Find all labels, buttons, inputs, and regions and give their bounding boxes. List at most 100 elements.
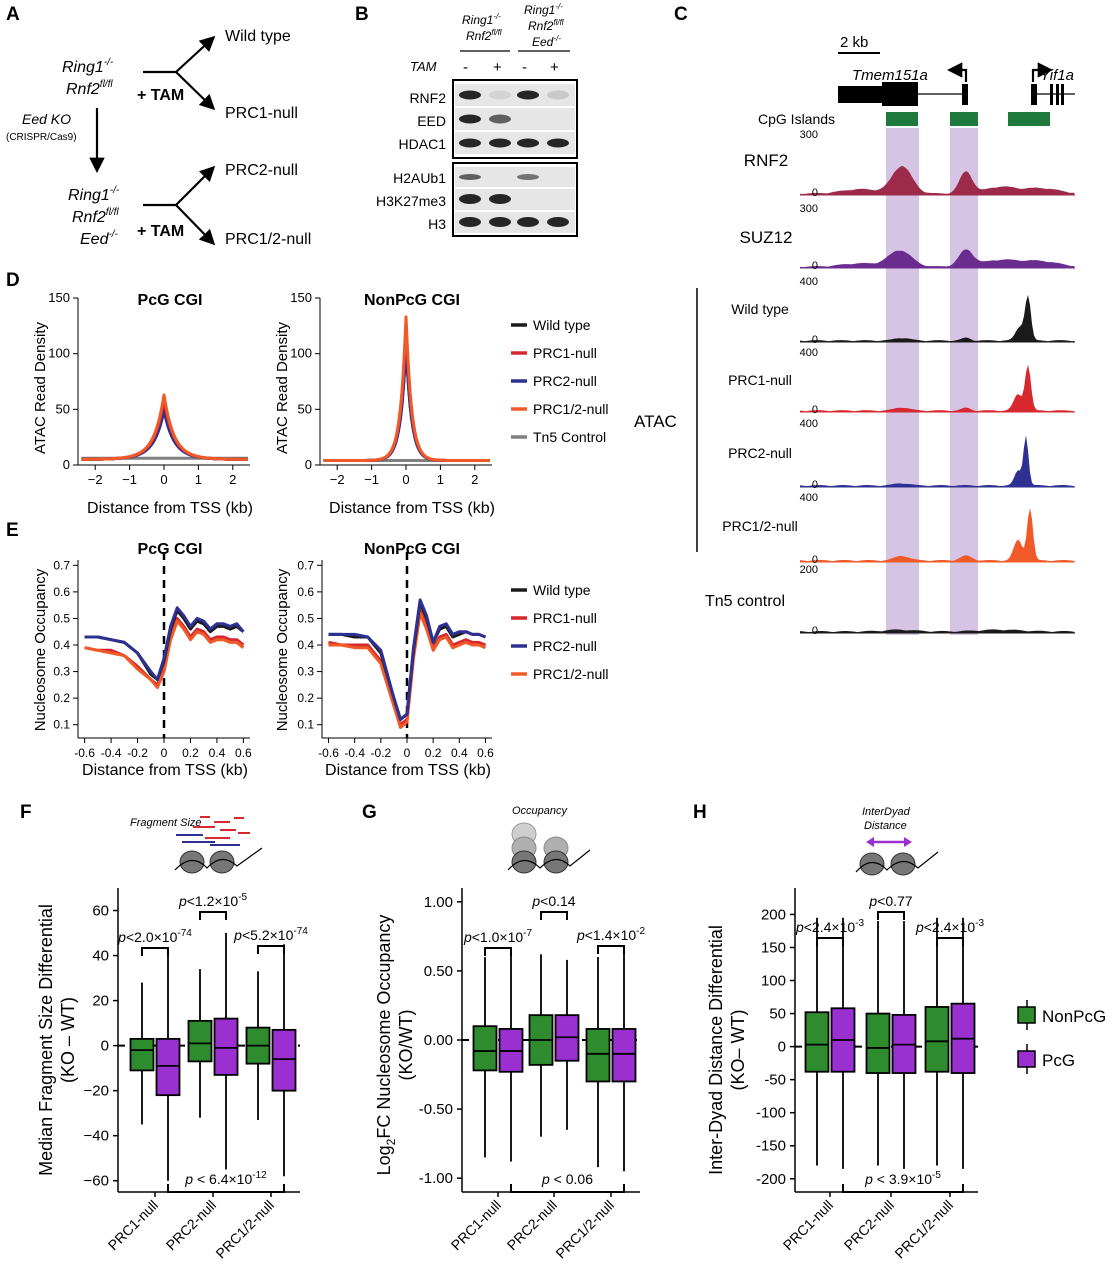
signal-track [800,435,1075,487]
track-name: SUZ12 [740,228,793,247]
genotype-rnf2: Rnf2fl/fl [66,79,113,98]
significance-bracket [257,945,285,954]
box-plot-g: -1.00 -0.50 0.00 0.50 1.00 PRC1-null p<1.0×10-… [419,888,645,1261]
y-tick-label: 0.4 [297,638,314,652]
y-tick-label: 40 [92,948,109,965]
p-value-label: p < 3.9×10-5 [864,1170,941,1187]
track-name: Wild type [731,301,789,317]
d-xlabel-left: Distance from TSS (kb) [87,500,253,517]
x-tick-label: PRC1-null [105,1197,161,1253]
y-tick-label: 1.00 [424,894,453,911]
lane-4: + [550,59,559,76]
blot-label-rnf2: RNF2 [409,90,446,106]
prc12-null-label: PRC1/2-null [225,231,311,248]
blot-strip [455,167,575,187]
box [865,1012,891,1074]
x-tick-label: −2 [88,472,103,487]
x-tick-label: -0.2 [371,746,392,760]
b-group2-line2: Rnf2fl/fl [528,18,564,33]
track-min-label: 0 [812,479,818,491]
box [472,1025,498,1072]
box [585,1028,611,1083]
y-tick-label: 0 [305,457,312,472]
box [155,1037,181,1097]
y-tick-label: 0.2 [53,691,70,705]
y-tick-label: 0.3 [297,665,314,679]
significance-bracket [141,947,169,956]
x-tick-label: 0 [402,472,409,487]
box [611,1028,637,1083]
legend-swatch-nonpcg [1017,1006,1036,1024]
d-ylabel-left: ATAC Read Density [32,322,49,454]
cpg-island [950,112,978,126]
cpg-islands-label: CpG Islands [758,111,835,127]
significance-bracket [816,937,844,946]
b-group1-line2: Rnf2fl/fl [466,28,502,43]
d-title-left: PcG CGI [138,292,203,309]
cpg-island [886,112,918,126]
y-tick-label: 0.5 [297,611,314,625]
panel-d: D PcG CGI NonPcG CGI ATAC Read Density A… [6,270,608,517]
blot-band [489,114,511,124]
tam-header: TAM [410,59,437,74]
y-tick-label: 0.1 [53,718,70,732]
legend-label: PRC1-null [533,610,597,626]
x-tick-label: -0.6 [74,746,95,760]
genotype-ring1: Ring1-/- [62,57,114,76]
legend-label: PRC2-null [533,373,597,389]
y-tick-label: −40 [84,1128,109,1145]
legend-label: PRC1-null [533,345,597,361]
track-max-label: 400 [800,418,818,430]
panel-label-h: H [693,802,707,823]
box-plot-f: −60 −40 −20 0 20 40 60 PRC1-null p<2.0×10-74 PRC2… [84,888,308,1261]
blot-strip [455,108,575,130]
p-value-label: p<2.4×10-3 [915,918,985,935]
box-legend: NonPcG PcG [1017,1000,1106,1074]
p-value-label: p < 0.06 [541,1171,593,1187]
d-ylabel-right: ATAC Read Density [274,322,291,454]
x-tick-label: 1 [437,472,444,487]
track-max-label: 400 [800,276,818,288]
y-tick-label: 0.6 [53,585,70,599]
e-plot-right: 0.1 0.2 0.3 0.4 0.5 0.6 0.7 -0.6 -0.4 -0.2 0 0.2 0.4… [297,552,494,760]
legend-label: Tn5 Control [533,429,606,445]
prc1-null-label: PRC1-null [225,105,298,122]
blot-band [517,174,539,180]
h-ylabel-2: (KO– WT) [728,1010,748,1091]
x-tick-label: 0.6 [235,746,252,760]
blot-band [459,174,481,180]
g-ylabel-2: (KO/WT) [396,1010,416,1081]
y-tick-label: -150 [756,1138,786,1155]
h-icon-text-2: Distance [864,820,907,832]
fragment-size-icon [174,816,263,874]
e-xlabel-right: Distance from TSS (kb) [325,762,491,779]
signal-track [800,165,1075,195]
p-value-label: p < 6.4×10-12 [184,1170,267,1187]
blot-band [547,217,569,227]
blot-band [489,217,511,227]
signal-track [800,508,1075,562]
box-plot-h: -200 -150 -100 -50 0 50 100 150 200 PRC1-null p<2.… [756,888,985,1262]
x-tick-label: 0.6 [477,746,494,760]
y-tick-label: 0.6 [297,585,314,599]
e-xlabel-left: Distance from TSS (kb) [82,762,248,779]
d-plot-right: 0 50 100 150 −2 −1 0 1 2 [290,290,492,487]
box [271,1028,297,1092]
x-tick-label: −1 [122,472,137,487]
blot-band [459,194,481,204]
significance-bracket [510,1184,625,1193]
blot-strip [455,189,575,210]
d-xlabel-right: Distance from TSS (kb) [329,500,495,517]
wild-type-label: Wild type [225,28,291,45]
atac-label: ATAC [634,412,677,431]
x-tick-label: PRC1/2-null [891,1197,956,1262]
x-tick-label: 0.2 [425,746,442,760]
f-ylabel-1: Median Fragment Size Differential [36,904,56,1176]
blot-band [547,90,569,100]
track-max-label: 300 [800,203,818,215]
y-tick-label: 0.50 [424,963,453,980]
track-max-label: 200 [800,564,818,576]
panel-e: E PcG CGI NonPcG CGI Nucleosome Occupanc… [6,520,608,779]
p-value-label: p<2.0×10-74 [117,928,192,945]
